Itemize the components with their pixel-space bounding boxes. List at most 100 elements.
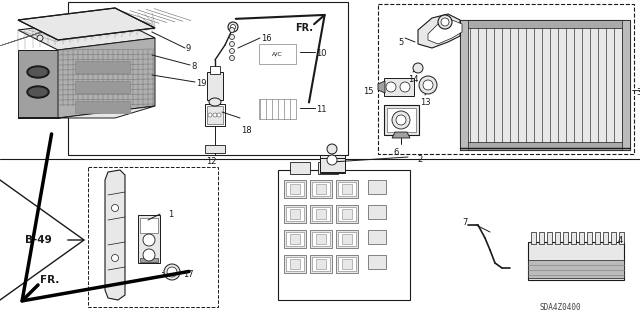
- Circle shape: [230, 34, 234, 40]
- Bar: [611, 232, 616, 244]
- Bar: [384, 78, 414, 96]
- Polygon shape: [18, 18, 155, 50]
- Text: 6: 6: [394, 148, 399, 157]
- Polygon shape: [58, 38, 155, 118]
- Bar: [278, 170, 410, 300]
- Bar: [338, 207, 356, 221]
- Bar: [316, 259, 326, 269]
- Text: 11: 11: [316, 105, 326, 114]
- Circle shape: [423, 80, 433, 90]
- Circle shape: [230, 27, 234, 33]
- Bar: [207, 72, 223, 100]
- Bar: [286, 232, 304, 246]
- Text: 10: 10: [316, 49, 326, 58]
- Circle shape: [441, 18, 449, 26]
- Circle shape: [164, 264, 180, 280]
- Bar: [205, 145, 225, 153]
- Bar: [368, 205, 386, 219]
- Circle shape: [213, 113, 217, 117]
- Text: 15: 15: [364, 87, 374, 96]
- Bar: [387, 108, 416, 132]
- Bar: [460, 20, 630, 150]
- Bar: [286, 182, 304, 196]
- FancyBboxPatch shape: [253, 38, 302, 70]
- Bar: [310, 205, 332, 223]
- Bar: [259, 44, 296, 64]
- Bar: [342, 209, 352, 219]
- Circle shape: [419, 76, 437, 94]
- Ellipse shape: [209, 98, 221, 106]
- Circle shape: [143, 249, 155, 261]
- Text: 18: 18: [241, 126, 252, 135]
- Circle shape: [327, 144, 337, 154]
- Circle shape: [386, 82, 396, 92]
- Bar: [342, 184, 352, 194]
- Circle shape: [52, 32, 58, 38]
- Circle shape: [230, 56, 234, 61]
- Bar: [210, 66, 220, 74]
- Bar: [68, 2, 348, 155]
- Bar: [286, 257, 304, 271]
- Text: 2: 2: [417, 155, 422, 164]
- Polygon shape: [18, 106, 155, 118]
- Circle shape: [143, 234, 155, 246]
- Bar: [539, 232, 544, 244]
- Bar: [259, 99, 296, 119]
- Polygon shape: [418, 14, 460, 48]
- Bar: [316, 184, 326, 194]
- Circle shape: [327, 155, 337, 165]
- Bar: [75, 101, 130, 113]
- Text: 5: 5: [398, 38, 403, 47]
- Circle shape: [413, 63, 423, 73]
- Polygon shape: [378, 81, 385, 93]
- Bar: [528, 242, 624, 280]
- Ellipse shape: [29, 88, 47, 96]
- Bar: [320, 158, 345, 172]
- Bar: [555, 232, 560, 244]
- Text: SDA4Z0400: SDA4Z0400: [539, 303, 581, 313]
- Bar: [531, 232, 536, 244]
- Circle shape: [167, 267, 177, 277]
- Bar: [368, 180, 386, 194]
- Bar: [286, 207, 304, 221]
- Bar: [342, 259, 352, 269]
- Bar: [619, 232, 624, 244]
- Bar: [579, 232, 584, 244]
- Bar: [318, 162, 338, 174]
- Bar: [138, 215, 160, 263]
- Bar: [284, 205, 306, 223]
- Bar: [460, 142, 630, 150]
- Polygon shape: [392, 132, 410, 138]
- Circle shape: [111, 204, 118, 211]
- Circle shape: [217, 113, 221, 117]
- Bar: [290, 209, 300, 219]
- Bar: [460, 20, 468, 150]
- Text: 9: 9: [186, 44, 191, 53]
- Bar: [336, 255, 358, 273]
- Bar: [312, 232, 330, 246]
- Text: 17: 17: [183, 270, 194, 279]
- Bar: [571, 232, 576, 244]
- Text: 14: 14: [408, 75, 419, 84]
- Circle shape: [396, 115, 406, 125]
- Polygon shape: [18, 50, 58, 118]
- Bar: [595, 232, 600, 244]
- Bar: [140, 218, 158, 233]
- Circle shape: [37, 35, 43, 41]
- Text: 12: 12: [205, 157, 216, 166]
- Bar: [75, 81, 130, 93]
- Bar: [290, 259, 300, 269]
- Bar: [284, 230, 306, 248]
- Bar: [310, 180, 332, 198]
- Ellipse shape: [27, 86, 49, 98]
- Bar: [316, 209, 326, 219]
- Text: FR.: FR.: [40, 275, 60, 285]
- Bar: [75, 61, 130, 73]
- Text: 19: 19: [196, 79, 207, 88]
- Ellipse shape: [29, 68, 47, 76]
- Circle shape: [230, 25, 236, 29]
- Bar: [88, 167, 218, 307]
- Bar: [384, 105, 419, 135]
- Circle shape: [230, 41, 234, 47]
- Circle shape: [392, 111, 410, 129]
